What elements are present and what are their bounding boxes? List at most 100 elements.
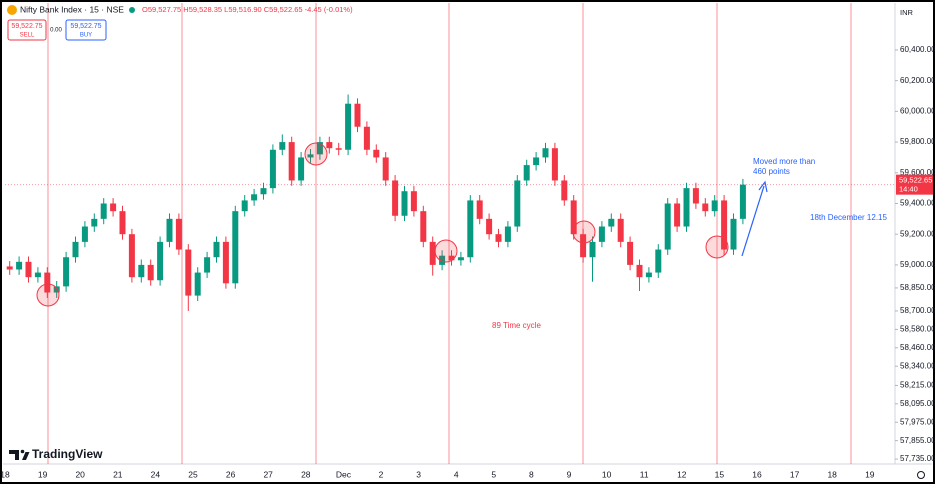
candle-body: [307, 154, 314, 158]
candle-body: [533, 157, 540, 166]
cycle-circle: [36, 283, 60, 307]
candle-body: [598, 226, 605, 242]
candle-body: [721, 200, 728, 250]
candle-body: [6, 266, 13, 270]
candle-body: [119, 211, 126, 235]
candle-body: [429, 241, 436, 265]
candle-body: [373, 149, 380, 158]
symbol: Nifty Bank Index · 15 · NSE: [20, 4, 124, 14]
candle-body: [401, 191, 408, 216]
candle-body: [551, 148, 558, 181]
sell-label: SELL: [20, 33, 35, 39]
cycle-circles: [36, 142, 729, 307]
logo-text: TradingView: [32, 447, 103, 461]
y-tick-label: 57,855.00: [900, 436, 935, 445]
candle-body: [627, 241, 634, 265]
candle-body: [34, 272, 41, 278]
candle-body: [269, 149, 276, 189]
candle-body: [692, 188, 699, 204]
logo-mark: [9, 450, 19, 460]
y-tick-label: 60,200.00: [900, 76, 935, 85]
x-tick-label: 10: [602, 469, 612, 479]
candle-body: [674, 203, 681, 227]
sell-button[interactable]: [7, 19, 47, 41]
x-tick-label: 12: [677, 469, 687, 479]
x-tick-label: 20: [75, 469, 85, 479]
candle-body: [25, 261, 32, 278]
candle-body: [382, 157, 389, 181]
candle-body: [467, 200, 474, 258]
candle-body: [730, 218, 737, 250]
candle-body: [251, 194, 258, 201]
candle-body: [542, 148, 549, 158]
settings-gear[interactable]: [917, 471, 925, 479]
candle-body: [279, 142, 286, 150]
y-tick-label: 59,800.00: [900, 137, 935, 146]
candle-body: [316, 142, 323, 155]
candle-body: [44, 272, 51, 293]
candle-body: [63, 257, 70, 287]
candle-body: [523, 165, 530, 181]
candle-body: [354, 103, 361, 127]
x-tick-label: 19: [38, 469, 48, 479]
candle-body: [298, 157, 305, 181]
y-tick-label: 58,850.00: [900, 283, 935, 292]
y-tick-label: 59,600.00: [900, 168, 935, 177]
candle-body: [363, 126, 370, 150]
annotation: 18th December 12.15: [810, 213, 887, 222]
arrow-head: [758, 180, 768, 193]
x-tick-label: 19: [865, 469, 875, 479]
x-tick-label: Dec: [336, 469, 352, 479]
x-tick-label: 26: [226, 469, 236, 479]
y-tick-label: 57,975.00: [900, 417, 935, 426]
cycle-circle: [304, 142, 328, 166]
candle-body: [514, 180, 521, 227]
y-tick-label: 58,580.00: [900, 324, 935, 333]
candle-body: [241, 200, 248, 212]
x-tick-label: 28: [301, 469, 311, 479]
y-tick-label: 57,735.00: [900, 454, 935, 463]
candle-body: [185, 249, 192, 296]
candle-body: [345, 103, 352, 150]
candle-body: [53, 286, 60, 293]
annotation: 89 Time cycle: [492, 321, 541, 330]
candle-body: [664, 203, 671, 250]
y-tick-label: 60,400.00: [900, 45, 935, 54]
cycle-circle: [572, 220, 596, 244]
header: Nifty Bank Index · 15 · NSE O59,527.75 H…: [7, 4, 914, 41]
countdown: 14:40: [899, 185, 918, 194]
candle-body: [100, 203, 107, 219]
x-tick-label: 11: [640, 469, 649, 479]
candle-body: [439, 255, 446, 265]
currency: INR: [900, 8, 914, 17]
candle-body: [91, 218, 98, 227]
candle-body: [448, 255, 455, 261]
x-tick-label: 16: [752, 469, 762, 479]
candle-body: [260, 188, 267, 195]
y-tick-label: 58,700.00: [900, 306, 935, 315]
settings-icon[interactable]: [917, 471, 925, 479]
candle-body: [288, 142, 295, 181]
buy-button[interactable]: [65, 19, 107, 41]
y-tick-label: 59,200.00: [900, 229, 935, 238]
x-tick-label: 15: [715, 469, 725, 479]
candle-body: [580, 234, 587, 258]
x-tick-label: 9: [567, 469, 572, 479]
market-status: [129, 7, 135, 13]
x-tick-label: 21: [113, 469, 123, 479]
candle-body: [232, 211, 239, 284]
x-tick-label: 4: [454, 469, 459, 479]
x-tick-label: 18: [0, 469, 10, 479]
candle-body: [570, 200, 577, 235]
y-tick-label: 58,340.00: [900, 361, 935, 370]
candle-body: [392, 180, 399, 216]
x-tick-label: 3: [416, 469, 421, 479]
candle-body: [16, 261, 23, 270]
candle-body: [213, 241, 220, 258]
y-tick-label: 58,095.00: [900, 399, 935, 408]
y-tick-label: 59,400.00: [900, 199, 935, 208]
x-tick-label: 27: [263, 469, 273, 479]
candle-body: [128, 234, 135, 278]
